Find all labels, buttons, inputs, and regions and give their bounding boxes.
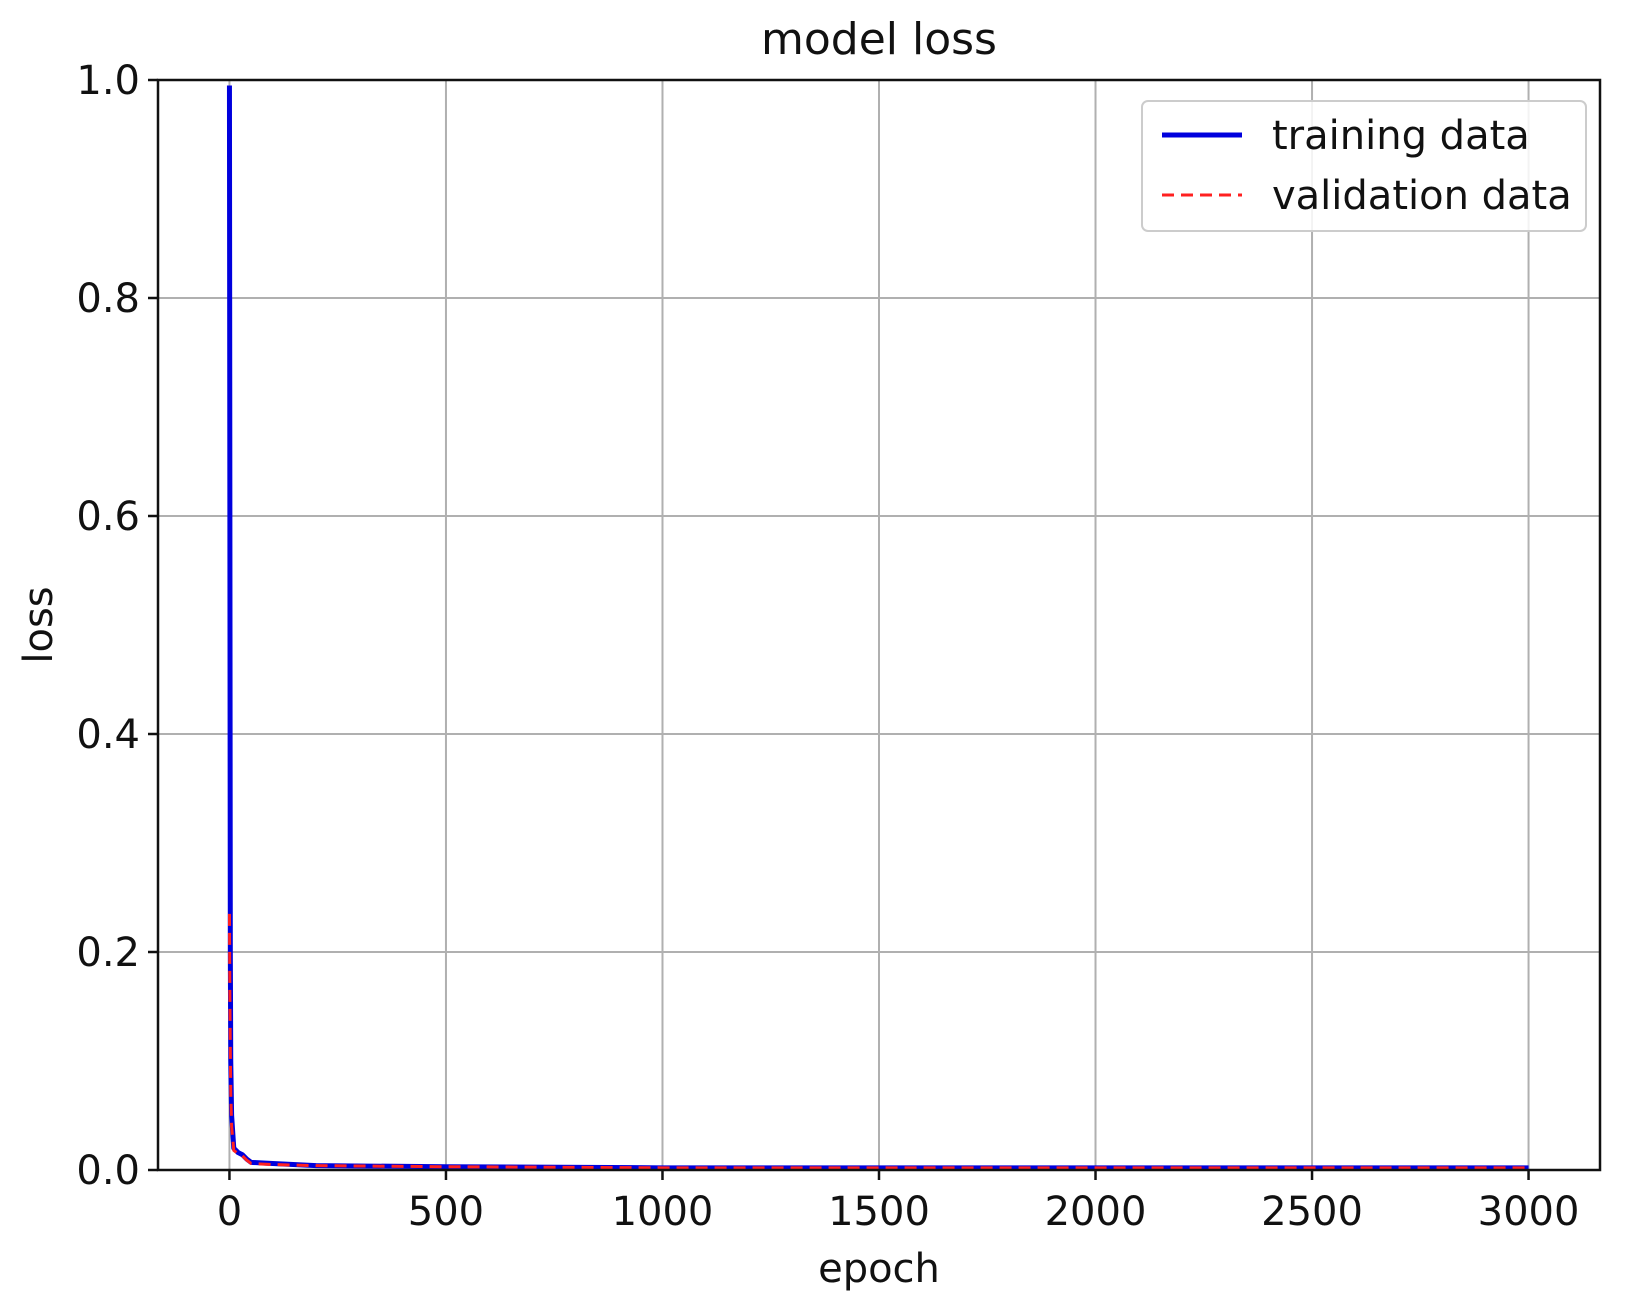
y-tick-label: 0.0 <box>76 1148 140 1194</box>
y-tick-label: 0.8 <box>76 276 140 322</box>
x-tick-label: 2000 <box>1045 1189 1147 1235</box>
y-tick-label: 0.4 <box>76 712 140 758</box>
x-tick-label: 1500 <box>828 1189 930 1235</box>
series-lines <box>226 85 1529 1170</box>
legend-label-validation-data: validation data <box>1272 173 1572 219</box>
y-axis-label: loss <box>16 586 62 663</box>
axis-ticks: 0 500 1000 1500 2000 2500 3000 0.0 0.2 0.4 0.6 0.8 1… <box>76 58 1579 1235</box>
x-tick-label: 2500 <box>1261 1189 1363 1235</box>
x-tick-label: 3000 <box>1478 1189 1580 1235</box>
y-tick-label: 0.2 <box>76 930 140 976</box>
y-tick-label: 1.0 <box>76 58 140 104</box>
x-axis-label: epoch <box>818 1246 940 1292</box>
series-line-validation-data <box>227 913 1529 1170</box>
x-tick-label: 0 <box>217 1189 242 1235</box>
legend: training data validation data <box>1141 100 1587 232</box>
legend-box <box>1141 100 1587 232</box>
chart-title: model loss <box>761 14 997 65</box>
legend-label-training-data: training data <box>1272 113 1530 159</box>
x-tick-label: 1000 <box>612 1189 714 1235</box>
x-tick-label: 500 <box>408 1189 484 1235</box>
y-tick-label: 0.6 <box>76 494 140 540</box>
